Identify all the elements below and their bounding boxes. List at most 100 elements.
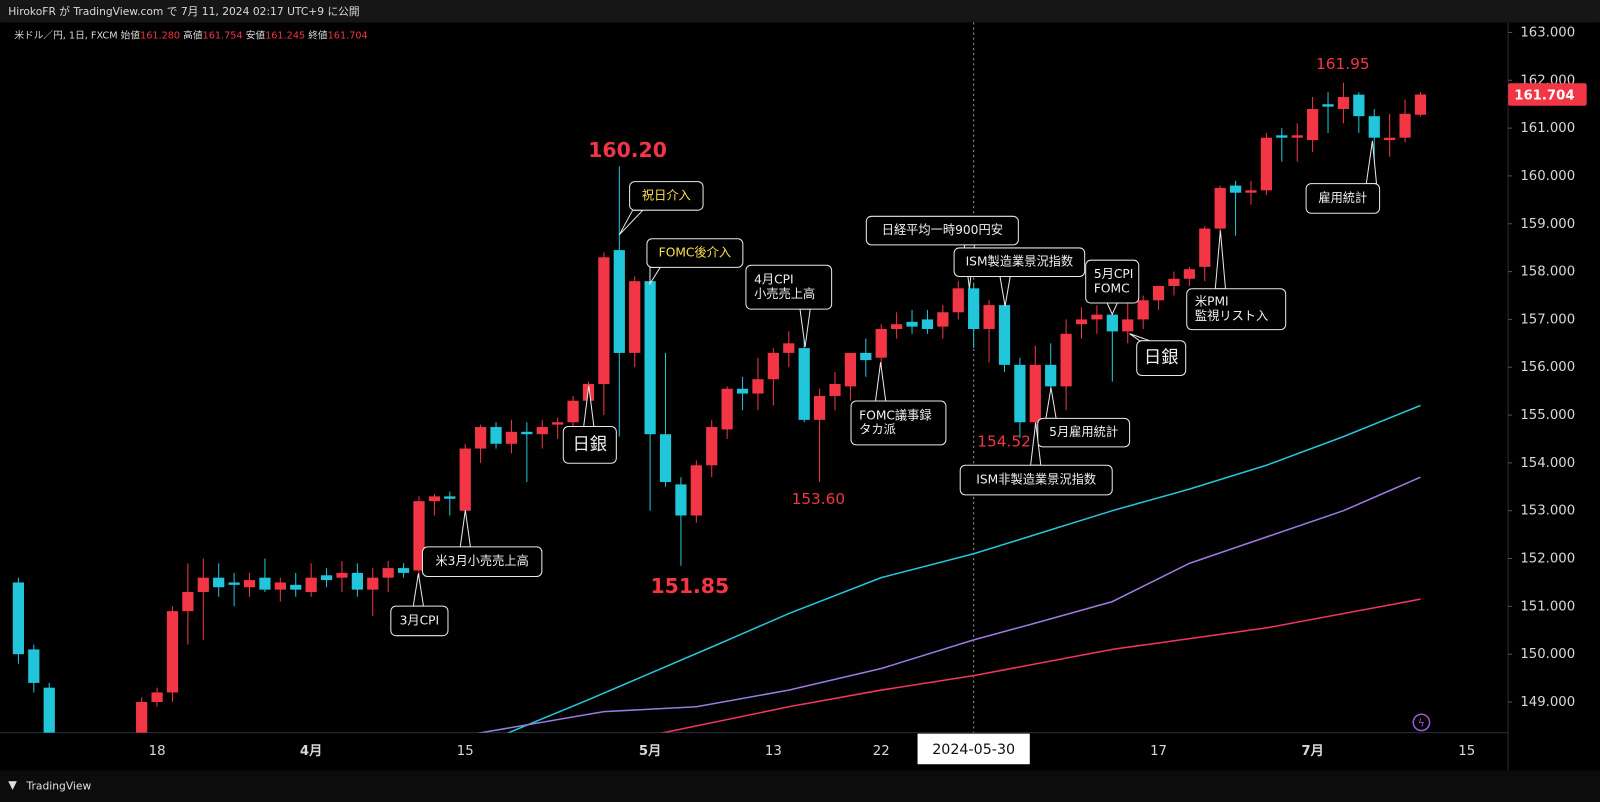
- callout-text: 日銀: [1144, 348, 1179, 368]
- callout: 日銀: [562, 385, 617, 464]
- candle-body: [752, 379, 764, 394]
- candle-body: [552, 422, 564, 425]
- callout-box: [421, 546, 543, 578]
- candle-body: [213, 577, 225, 588]
- callout-box: [1305, 183, 1381, 214]
- callout: 3月CPI: [390, 573, 449, 637]
- x-tick-label: 18: [149, 744, 166, 759]
- y-tick-label: 149.000: [1520, 695, 1575, 710]
- candle-body: [829, 383, 841, 396]
- candle-body: [644, 281, 656, 435]
- callout: 日銀: [1129, 333, 1187, 377]
- alert-icon[interactable]: [1412, 713, 1431, 732]
- candle-body: [952, 288, 964, 313]
- candle-body: [182, 592, 194, 612]
- candle-body: [28, 649, 40, 683]
- x-tick-label: 15: [457, 744, 474, 759]
- candle-body: [1214, 187, 1226, 229]
- callout-box: [850, 400, 947, 446]
- callout-text: 4月CPI: [754, 273, 794, 287]
- legend-label: 安値: [246, 29, 266, 42]
- callout-box: [1085, 259, 1140, 304]
- callout-text: 5月CPI: [1094, 267, 1134, 281]
- candle-body: [598, 257, 610, 384]
- candle-body: [813, 395, 826, 420]
- price-label: 153.60: [792, 490, 846, 508]
- legend-label: 終値: [308, 29, 328, 42]
- x-tick-label: 17: [1150, 744, 1167, 759]
- candle-body: [1307, 109, 1319, 141]
- candle-body: [43, 687, 55, 733]
- candle-body: [505, 431, 518, 444]
- candle-body: [151, 692, 163, 703]
- y-tick-label: 158.000: [1520, 265, 1575, 280]
- y-tick-label: 161.000: [1520, 121, 1575, 136]
- x-tick-label: 15: [1458, 744, 1475, 759]
- plot-area: [12, 22, 1427, 733]
- callout-box: [1037, 417, 1131, 448]
- callout: 雇用統計: [1305, 140, 1381, 214]
- y-tick-label: 152.000: [1520, 552, 1575, 567]
- candle-body: [1291, 135, 1303, 138]
- candle-body: [274, 582, 286, 590]
- candle-body: [290, 584, 302, 590]
- legend-label: 高値: [183, 29, 203, 42]
- callout-text: FOMC: [1094, 281, 1130, 295]
- candle-body: [906, 321, 918, 327]
- callout: ISM非製造業景況指数: [959, 422, 1113, 496]
- callout-text: タカ派: [859, 423, 896, 437]
- y-tick-label: 163.000: [1520, 25, 1575, 40]
- candle-body: [12, 582, 25, 655]
- alert-icon-glyph: ϟ: [1418, 718, 1425, 729]
- x-tick-label: 13: [765, 744, 782, 759]
- candle-body: [475, 427, 487, 449]
- x-tick-label: 5月: [639, 743, 661, 759]
- candle-body: [536, 427, 548, 435]
- candle-body: [444, 496, 456, 499]
- footer-logo: ▼: [8, 779, 17, 792]
- candle-body: [1168, 278, 1180, 286]
- callout-text: 雇用統計: [1318, 190, 1367, 205]
- candle-body: [243, 580, 256, 588]
- legend-value: 161.245: [265, 31, 305, 42]
- candle-body: [413, 501, 425, 571]
- callout-box: [1186, 288, 1287, 331]
- candle-body: [1353, 94, 1365, 117]
- y-tick-label: 154.000: [1520, 456, 1575, 471]
- candle-body: [320, 575, 333, 581]
- price-label: 154.52: [977, 433, 1031, 451]
- callout-box: [959, 464, 1113, 496]
- candle-body: [983, 305, 995, 329]
- legend-value: 161.280: [140, 31, 180, 42]
- candle-body: [259, 577, 271, 590]
- candle-body: [336, 572, 348, 578]
- candle-body: [613, 250, 625, 353]
- candle-body: [351, 572, 363, 590]
- candle-body: [1045, 364, 1057, 387]
- candle-body: [998, 305, 1011, 365]
- candle-body: [1368, 116, 1380, 138]
- callout-text: FOMC議事録: [859, 407, 931, 422]
- candle-body: [1245, 190, 1257, 193]
- callout-text: 5月雇用統計: [1049, 424, 1118, 439]
- candle-body: [567, 400, 579, 423]
- callout: 5月雇用統計: [1037, 387, 1131, 448]
- candle-body: [1029, 364, 1041, 423]
- callout-box: [745, 264, 833, 310]
- publish-line: HirokoFR が TradingView.com で 7月 11, 2024…: [8, 5, 359, 18]
- candle-body: [397, 568, 410, 573]
- candle-body: [783, 343, 795, 353]
- callout-text: 監視リスト入: [1195, 308, 1268, 323]
- candle-body: [228, 582, 240, 585]
- footer-brand: TradingView: [26, 780, 92, 793]
- y-tick-label: 159.000: [1520, 217, 1575, 232]
- callout-box: [865, 215, 1019, 246]
- top-bar: [0, 0, 1600, 23]
- candle-body: [844, 352, 857, 387]
- callout-text: 3月CPI: [400, 613, 440, 627]
- candle-body: [921, 319, 934, 329]
